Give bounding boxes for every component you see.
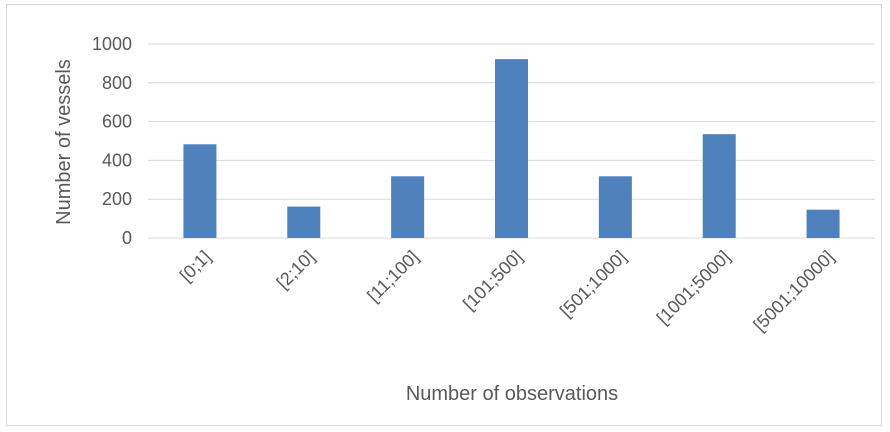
- bar: [287, 206, 321, 238]
- y-tick-label: 800: [102, 73, 132, 93]
- x-tick-label: [501;1000]: [556, 247, 630, 321]
- y-tick-label: 1000: [92, 34, 132, 54]
- y-tick-label: 200: [102, 189, 132, 209]
- x-axis-title: Number of observations: [406, 383, 618, 405]
- chart-area: [6, 4, 882, 426]
- y-tick-label: 400: [102, 150, 132, 170]
- x-tick-label: [0;1]: [176, 247, 215, 286]
- bar: [702, 134, 736, 238]
- x-axis-ticks: [0;1] [2;10] [11;100] [101;500] [501;1000] [1…: [176, 247, 838, 335]
- bar: [806, 209, 840, 238]
- bar: [495, 59, 528, 238]
- bars: [183, 59, 840, 238]
- bar: [391, 176, 425, 238]
- y-axis-ticks: 0 200 400 600 800 1000: [92, 34, 132, 248]
- y-tick-label: 600: [102, 112, 132, 132]
- x-tick-label: [1001;5000]: [653, 247, 734, 328]
- y-tick-label: 0: [122, 228, 132, 248]
- x-tick-label: [11;100]: [363, 247, 422, 306]
- y-axis-title: Number of vessels: [53, 59, 75, 225]
- x-tick-label: [5001;10000]: [749, 247, 837, 335]
- x-tick-label: [101;500]: [459, 247, 526, 314]
- bar: [183, 144, 217, 238]
- x-tick-label: [2;10]: [273, 247, 319, 293]
- bar: [598, 176, 632, 238]
